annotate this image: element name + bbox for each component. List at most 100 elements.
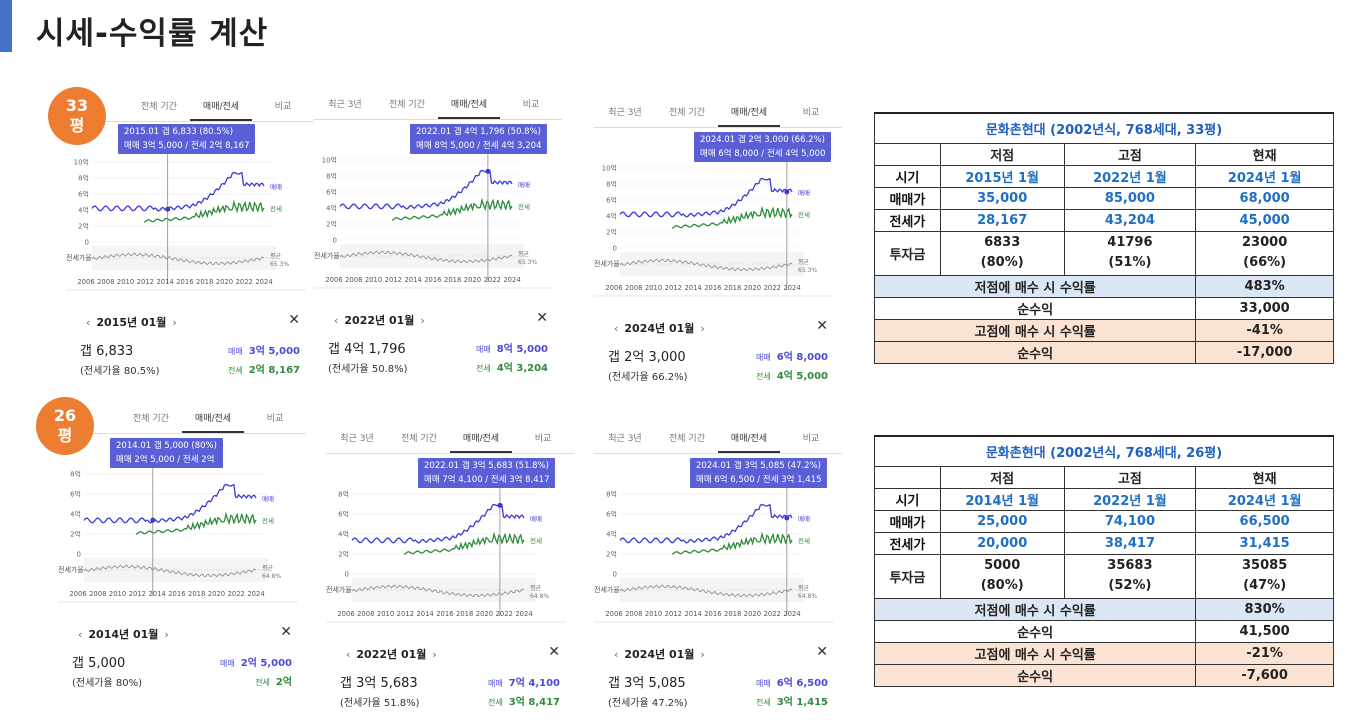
chevron-right-icon[interactable]: › xyxy=(172,316,177,329)
cell-line: 5000 xyxy=(984,558,1021,573)
selected-date: 2024년 01월 xyxy=(624,322,695,335)
tab-sale_rent[interactable]: 매매/전세 xyxy=(718,102,780,127)
sale-value: 6억 8,000 xyxy=(776,352,828,363)
chevron-right-icon[interactable]: › xyxy=(164,628,169,641)
tab-compare[interactable]: 비교 xyxy=(522,100,540,110)
y-tick-label: 0 xyxy=(77,551,81,559)
y-tick-label: 8억 xyxy=(606,491,617,499)
chevron-left-icon[interactable]: ‹ xyxy=(346,648,351,661)
tab-sale_rent[interactable]: 매매/전세 xyxy=(718,428,780,453)
tab-compare[interactable]: 비교 xyxy=(802,108,820,118)
tab-all[interactable]: 전체 기간 xyxy=(389,100,425,110)
tab-recent3[interactable]: 최근 3년 xyxy=(340,434,374,444)
chevron-left-icon[interactable]: ‹ xyxy=(614,648,619,661)
x-tick-label: 2024 xyxy=(783,284,800,292)
chevron-right-icon[interactable]: › xyxy=(700,648,705,661)
sale-price: 매매 2억 5,000 xyxy=(220,654,292,669)
tooltip-line-1: 2014.01 갭 5,000 (80%) xyxy=(116,441,217,451)
tab-sale_rent[interactable]: 매매/전세 xyxy=(438,94,500,119)
value-cell: 74,100 xyxy=(1063,509,1197,533)
tab-recent3[interactable]: 최근 3년 xyxy=(328,100,362,110)
x-tick-label: 2016 xyxy=(704,610,721,618)
y-tick-label: 2억 xyxy=(338,551,349,559)
sale-series-label: 매매 xyxy=(798,189,810,197)
x-tick-label: 2020 xyxy=(744,284,761,292)
y-tick-label: 2억 xyxy=(606,551,617,559)
sale-price: 매매 7억 4,100 xyxy=(488,674,560,689)
date-selector: ‹ 2024년 01월 › xyxy=(608,320,711,336)
tab-all[interactable]: 전체 기간 xyxy=(401,434,437,444)
sale-series-label: 매매 xyxy=(262,495,274,503)
x-tick-label: 2016 xyxy=(176,278,193,286)
chevron-left-icon[interactable]: ‹ xyxy=(78,628,83,641)
tab-compare[interactable]: 비교 xyxy=(534,434,552,444)
tooltip-line-1: 2022.01 갭 4억 1,796 (50.8%) xyxy=(416,127,541,137)
x-tick-label: 2012 xyxy=(665,284,682,292)
rent-label: 전세 xyxy=(227,366,243,375)
rent-series-label: 전세 xyxy=(530,536,542,545)
chevron-right-icon[interactable]: › xyxy=(432,648,437,661)
tab-compare[interactable]: 비교 xyxy=(266,414,284,424)
y-tick-label: 8억 xyxy=(326,173,337,181)
tab-compare[interactable]: 비교 xyxy=(802,434,820,444)
close-icon[interactable]: ✕ xyxy=(816,644,828,660)
cursor-sale-dot xyxy=(165,206,171,212)
avg-value: 64.8% xyxy=(798,593,817,600)
x-tick-label: 2024 xyxy=(515,610,532,618)
tab-all[interactable]: 전체 기간 xyxy=(133,414,169,424)
tab-sale_rent[interactable]: 매매/전세 xyxy=(190,96,252,121)
ratio-axis-label: 전세가율 xyxy=(58,565,84,574)
tab-all[interactable]: 전체 기간 xyxy=(669,108,705,118)
rent-ratio: (전세가율 66.2%) xyxy=(608,372,688,383)
value-cell: 2024년 1월 xyxy=(1195,487,1334,511)
net-loss-value: -7,600 xyxy=(1195,663,1334,687)
tab-sale_rent[interactable]: 매매/전세 xyxy=(182,408,244,433)
close-icon[interactable]: ✕ xyxy=(288,312,300,328)
x-tick-label: 2008 xyxy=(345,276,362,284)
close-icon[interactable]: ✕ xyxy=(548,644,560,660)
chevron-left-icon[interactable]: ‹ xyxy=(86,316,91,329)
tab-compare[interactable]: 비교 xyxy=(274,102,292,112)
x-tick-label: 2010 xyxy=(109,590,126,598)
y-tick-label: 4억 xyxy=(70,511,81,519)
sale-series-label: 매매 xyxy=(798,515,810,523)
cursor-sale-dot xyxy=(784,189,790,195)
tab-sale_rent[interactable]: 매매/전세 xyxy=(450,428,512,453)
date-selector: ‹ 2015년 01월 › xyxy=(80,314,183,330)
rent-value: 3억 8,417 xyxy=(508,697,560,708)
value-cell: 31,415 xyxy=(1195,531,1334,555)
y-tick-label: 6억 xyxy=(606,511,617,519)
close-icon[interactable]: ✕ xyxy=(536,310,548,326)
badge-number: 26 xyxy=(53,406,77,425)
corner-cell xyxy=(874,142,941,166)
tooltip-line-2: 매매 2억 5,000 / 전세 2억 xyxy=(116,455,215,465)
chevron-left-icon[interactable]: ‹ xyxy=(334,314,339,327)
x-tick-label: 2022 xyxy=(236,278,253,286)
close-icon[interactable]: ✕ xyxy=(280,624,292,640)
avg-value: 65.3% xyxy=(518,259,537,266)
badge-33py: 33 평 xyxy=(48,87,106,145)
tab-recent3[interactable]: 최근 3년 xyxy=(608,434,642,444)
row-header: 매매가 xyxy=(874,509,941,533)
x-tick-label: 2022 xyxy=(764,610,781,618)
cursor-sale-dot xyxy=(485,168,491,174)
close-icon[interactable]: ✕ xyxy=(816,318,828,334)
tab-all[interactable]: 전체 기간 xyxy=(141,102,177,112)
x-tick-label: 2018 xyxy=(444,276,461,284)
chevron-right-icon[interactable]: › xyxy=(420,314,425,327)
chevron-right-icon[interactable]: › xyxy=(700,322,705,335)
tab-all[interactable]: 전체 기간 xyxy=(669,434,705,444)
x-tick-label: 2012 xyxy=(129,590,146,598)
column-header: 저점 xyxy=(939,465,1065,489)
chevron-left-icon[interactable]: ‹ xyxy=(614,322,619,335)
x-tick-label: 2006 xyxy=(605,610,622,618)
tab-recent3[interactable]: 최근 3년 xyxy=(608,108,642,118)
x-tick-label: 2014 xyxy=(156,278,173,286)
value-cell: 20,000 xyxy=(939,531,1065,555)
